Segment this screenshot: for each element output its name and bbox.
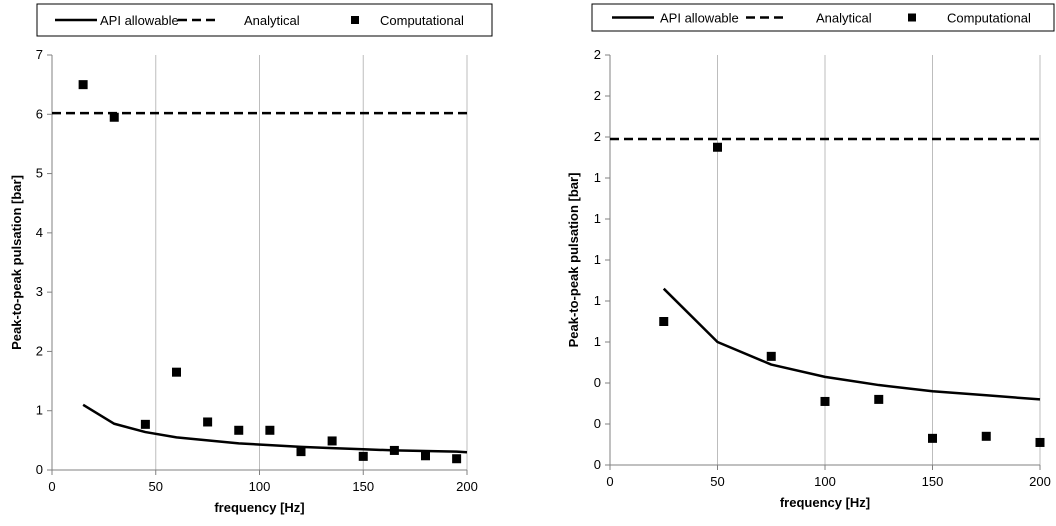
- computational-point: [659, 317, 669, 326]
- computational-point: [358, 451, 368, 461]
- x-tick-label: 100: [814, 474, 836, 489]
- computational-point: [203, 417, 213, 427]
- y-tick-label: 2: [594, 47, 601, 62]
- computational-point: [296, 447, 306, 457]
- legend-marker: [351, 16, 359, 24]
- y-axis-title: Peak-to-peak pulsation [bar]: [566, 173, 581, 348]
- legend-label: API allowable: [660, 11, 739, 26]
- x-tick-label: 0: [48, 479, 55, 494]
- computational-point: [140, 419, 150, 429]
- y-tick-label: 4: [36, 225, 43, 240]
- x-tick-label: 150: [922, 474, 944, 489]
- legend-marker: [908, 13, 916, 22]
- legend-box: [591, 3, 1055, 32]
- legend-label: API allowable: [100, 13, 179, 28]
- x-tick-label: 150: [352, 479, 374, 494]
- computational-point: [820, 396, 830, 406]
- computational-point: [452, 454, 462, 464]
- y-tick-label: 2: [594, 88, 601, 103]
- api-allowable-line: [662, 287, 1041, 401]
- y-axis-title: Peak-to-peak pulsation [bar]: [9, 175, 24, 350]
- y-tick-label: 1: [594, 334, 601, 349]
- api-allowable-line: [82, 403, 468, 454]
- y-tick-label: 1: [594, 170, 601, 185]
- y-tick-label: 1: [36, 403, 43, 418]
- x-tick-label: 0: [606, 474, 613, 489]
- computational-point: [1035, 437, 1045, 447]
- x-tick-label: 50: [149, 479, 163, 494]
- computational-point: [421, 451, 430, 461]
- computational-point: [234, 425, 244, 435]
- y-tick-label: 6: [36, 106, 43, 121]
- computational-point: [78, 80, 88, 90]
- computational-point: [389, 445, 399, 455]
- y-tick-label: 0: [36, 462, 43, 477]
- y-tick-label: 3: [36, 284, 43, 299]
- y-tick-label: 0: [594, 457, 601, 472]
- x-axis-title: frequency [Hz]: [780, 495, 870, 510]
- computational-point: [928, 433, 937, 443]
- x-tick-label: 100: [249, 479, 271, 494]
- computational-point: [327, 436, 337, 446]
- legend-label: Computational: [947, 11, 1031, 26]
- x-tick-label: 200: [1029, 474, 1051, 489]
- computational-point: [109, 112, 119, 122]
- computational-point: [766, 351, 776, 361]
- computational-point: [713, 142, 722, 152]
- y-tick-label: 0: [594, 375, 601, 390]
- x-axis-title: frequency [Hz]: [214, 500, 304, 515]
- y-tick-label: 1: [594, 252, 601, 267]
- y-tick-label: 2: [36, 343, 43, 358]
- computational-point: [981, 431, 991, 441]
- y-tick-label: 0: [594, 416, 601, 431]
- legend-label: Analytical: [816, 11, 872, 26]
- x-tick-label: 50: [710, 474, 724, 489]
- legend-box: [36, 3, 493, 37]
- computational-point: [172, 367, 181, 377]
- legend-label: Computational: [380, 13, 464, 28]
- chart-panel-1: 0 1 2 3 4 5 6 7 0 50 100 150 200 frequency [Hz] Peak-t…: [9, 3, 493, 515]
- y-tick-label: 1: [594, 211, 601, 226]
- y-tick-label: 2: [594, 129, 601, 144]
- computational-point: [265, 425, 275, 435]
- y-tick-label: 5: [36, 166, 43, 181]
- y-tick-label: 7: [36, 47, 43, 62]
- y-tick-label: 1: [594, 293, 601, 308]
- legend-label: Analytical: [244, 13, 300, 28]
- computational-point: [874, 394, 884, 404]
- x-tick-label: 200: [456, 479, 478, 494]
